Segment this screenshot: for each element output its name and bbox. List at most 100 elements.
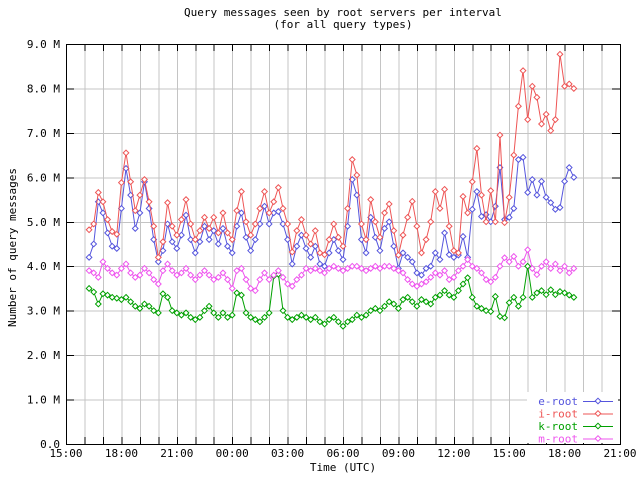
series-point-m-root	[464, 256, 472, 264]
series-point-k-root	[404, 293, 412, 301]
series-point-i-root	[547, 127, 555, 135]
series-point-k-root	[311, 313, 319, 321]
series-point-i-root	[150, 222, 158, 230]
series-point-m-root	[556, 267, 564, 275]
series-point-i-root	[528, 82, 536, 90]
series-point-e-root	[307, 253, 315, 261]
series-point-m-root	[514, 262, 522, 270]
series-point-i-root	[159, 238, 167, 246]
series-point-m-root	[242, 276, 250, 284]
series-point-k-root	[187, 313, 195, 321]
legend-label-i-root: i-root	[538, 408, 578, 421]
series-point-k-root	[122, 293, 130, 301]
series-point-i-root	[307, 240, 315, 248]
series-point-k-root	[214, 313, 222, 321]
series-points-m-root	[85, 246, 578, 295]
chart-title: Query messages seen by root servers per …	[66, 7, 620, 31]
series-point-k-root	[191, 316, 199, 324]
series-point-k-root	[297, 311, 305, 319]
series-point-m-root	[247, 284, 255, 292]
series-point-e-root	[477, 212, 486, 220]
series-point-i-root	[113, 230, 121, 238]
series-point-m-root	[510, 252, 518, 260]
series-point-i-root	[182, 196, 190, 204]
series-point-k-root	[565, 291, 573, 299]
series-point-k-root	[182, 309, 190, 317]
series-point-m-root	[385, 262, 393, 270]
series-point-i-root	[413, 222, 421, 230]
series-point-e-root	[159, 247, 167, 255]
series-point-m-root	[487, 278, 495, 286]
series-point-k-root	[551, 291, 559, 299]
series-points-k-root	[85, 262, 578, 330]
series-point-k-root	[131, 302, 139, 310]
series-point-i-root	[228, 236, 236, 244]
series-point-e-root	[528, 176, 536, 184]
series-point-i-root	[561, 82, 569, 90]
series-point-e-root	[205, 236, 213, 244]
series-point-e-root	[556, 204, 564, 212]
x-tick-label: 15:00	[49, 447, 82, 460]
series-point-i-root	[99, 198, 107, 206]
series-point-m-root	[307, 267, 315, 275]
series-point-i-root	[145, 198, 153, 206]
series-point-m-root	[348, 262, 356, 270]
series-point-m-root	[450, 273, 458, 281]
series-point-e-root	[547, 199, 555, 207]
series-point-m-root	[528, 264, 536, 272]
series-point-i-root	[288, 248, 296, 256]
series-point-m-root	[127, 269, 135, 277]
series-point-i-root	[279, 204, 287, 212]
series-point-e-root	[339, 256, 347, 264]
series-point-i-root	[131, 207, 139, 215]
series-point-k-root	[519, 293, 527, 301]
series-point-m-root	[408, 280, 416, 288]
series-point-i-root	[491, 218, 499, 226]
series-point-i-root	[154, 253, 162, 261]
series-point-m-root	[454, 267, 462, 275]
series-point-m-root	[136, 271, 144, 279]
series-point-m-root	[394, 267, 402, 275]
series-point-e-root	[381, 224, 389, 232]
series-point-m-root	[316, 267, 324, 275]
series-point-k-root	[150, 307, 158, 315]
series-point-m-root	[159, 267, 167, 275]
series-point-i-root	[464, 209, 472, 217]
series-point-m-root	[228, 284, 236, 292]
x-tick-label: 12:00	[437, 447, 470, 460]
series-point-i-root	[473, 144, 481, 152]
series-point-m-root	[505, 258, 513, 266]
series-point-m-root	[519, 258, 527, 266]
series-point-k-root	[381, 302, 389, 310]
series-point-m-root	[237, 264, 245, 272]
series-point-i-root	[311, 227, 319, 235]
series-point-i-root	[344, 204, 352, 212]
series-point-k-root	[459, 280, 467, 288]
series-point-i-root	[357, 220, 365, 228]
series-point-i-root	[417, 249, 425, 257]
series-point-e-root	[99, 209, 107, 217]
series-point-m-root	[422, 278, 430, 286]
series-point-k-root	[154, 309, 162, 317]
series-point-i-root	[459, 192, 467, 200]
series-point-e-root	[422, 264, 430, 272]
series-point-i-root	[565, 80, 573, 88]
series-point-k-root	[501, 314, 509, 322]
series-point-i-root	[256, 204, 264, 212]
series-point-k-root	[371, 304, 379, 312]
series-point-k-root	[538, 287, 546, 295]
series-point-i-root	[551, 116, 559, 124]
series-point-e-root	[261, 202, 269, 210]
series-point-k-root	[477, 304, 486, 312]
series-point-e-root	[417, 271, 425, 279]
series-point-i-root	[187, 220, 195, 228]
series-point-e-root	[136, 209, 144, 217]
series-point-i-root	[542, 110, 550, 118]
series-point-m-root	[459, 262, 467, 270]
series-point-k-root	[367, 307, 375, 315]
series-point-e-root	[302, 244, 310, 252]
series-point-i-root	[570, 84, 578, 92]
series-point-m-root	[339, 267, 347, 275]
